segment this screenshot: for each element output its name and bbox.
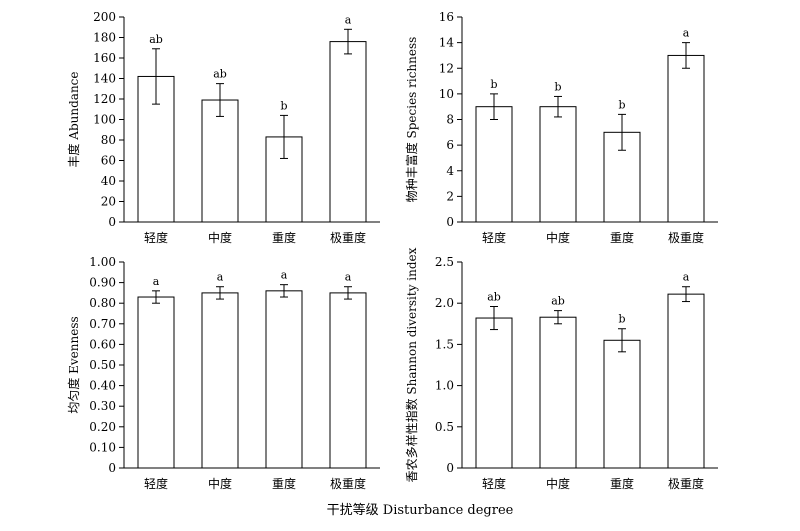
significance-label: b [554, 80, 561, 93]
y-axis-title: 丰度 Abundance [66, 71, 81, 167]
y-tick-label: 0.20 [89, 420, 116, 434]
panel-abundance: 0 20 40 60 80 100 120 140 160 180 200 丰度 Abundance a… [66, 10, 380, 245]
y-tick-label: 0.40 [89, 379, 116, 393]
category-label: 重度 [610, 476, 634, 491]
y-tick-label: 80 [101, 133, 116, 147]
y-tick-label: 140 [93, 72, 116, 86]
significance-label: ab [213, 68, 227, 81]
panel-shannon-index: 0 0.5 1.0 1.5 2.0 2.5 香农多样性指数 Shannon diversit… [404, 247, 718, 491]
panel-species-richness: 0 2 4 6 8 10 12 14 16 物种丰富度 Species richness b 轻度 b 中… [404, 10, 718, 245]
y-tick-label: 100 [93, 113, 116, 127]
y-tick-label: 180 [93, 31, 116, 45]
y-tick-label: 14 [439, 36, 455, 50]
x-axis-title: 干扰等级 Disturbance degree [327, 502, 514, 518]
significance-label: ab [149, 33, 163, 46]
bar-2 [201, 292, 239, 469]
y-tick-label: 0.80 [89, 296, 116, 310]
y-tick-label: 4 [446, 164, 454, 178]
category-label: 中度 [546, 476, 570, 491]
bar-4 [329, 41, 367, 223]
bar-1 [137, 296, 175, 469]
category-label: 极重度 [330, 230, 366, 245]
y-tick-label: 0.50 [89, 358, 116, 372]
y-tick-label: 16 [439, 10, 454, 24]
category-label: 中度 [208, 476, 232, 491]
y-tick-label: 1.5 [435, 337, 454, 351]
y-tick-label: 0 [108, 461, 116, 475]
significance-label: a [683, 271, 690, 284]
y-tick-label: 0.90 [89, 276, 116, 290]
y-tick-label: 2.5 [435, 255, 454, 269]
y-axis-title: 物种丰富度 Species richness [404, 37, 419, 203]
bar-1 [475, 317, 513, 469]
category-label: 重度 [272, 476, 296, 491]
category-label: 极重度 [668, 230, 704, 245]
y-tick-label: 160 [93, 51, 116, 65]
significance-label: b [618, 98, 625, 111]
y-tick-label: 0.5 [435, 420, 454, 434]
y-tick-label: 0 [446, 461, 454, 475]
y-tick-label: 0 [108, 215, 116, 229]
significance-label: a [345, 271, 352, 284]
bar-2 [539, 316, 577, 469]
bar-3 [265, 290, 303, 469]
y-tick-label: 40 [101, 174, 116, 188]
y-tick-label: 10 [439, 87, 454, 101]
significance-label: a [153, 275, 160, 288]
category-label: 轻度 [144, 230, 168, 245]
bar-4 [667, 293, 705, 469]
y-tick-label: 2 [446, 189, 454, 203]
y-tick-label: 200 [93, 10, 116, 24]
y-axis-title: 均匀度 Evenness [66, 316, 81, 413]
y-tick-label: 120 [93, 92, 116, 106]
bar-1 [475, 106, 513, 223]
y-axis-title: 香农多样性指数 Shannon diversity index [404, 247, 419, 482]
bar-4 [329, 292, 367, 469]
category-label: 中度 [208, 230, 232, 245]
y-tick-label: 1.00 [89, 255, 116, 269]
bar-4 [667, 54, 705, 223]
y-tick-label: 20 [101, 195, 116, 209]
category-label: 轻度 [144, 476, 168, 491]
category-label: 轻度 [482, 476, 506, 491]
significance-label: ab [551, 295, 565, 308]
y-tick-label: 2.0 [435, 296, 454, 310]
y-tick-label: 1.0 [435, 379, 454, 393]
category-label: 重度 [610, 230, 634, 245]
bar-2 [201, 99, 239, 223]
bar-2 [539, 106, 577, 223]
significance-label: b [490, 78, 497, 91]
bar-1 [137, 75, 175, 223]
y-tick-label: 0.70 [89, 317, 116, 331]
y-tick-label: 0.10 [89, 440, 116, 454]
significance-label: b [280, 99, 287, 112]
y-tick-label: 0 [446, 215, 454, 229]
category-label: 极重度 [330, 476, 366, 491]
category-label: 极重度 [668, 476, 704, 491]
y-tick-label: 60 [101, 154, 116, 168]
significance-label: a [217, 271, 224, 284]
category-label: 中度 [546, 230, 570, 245]
y-tick-label: 8 [446, 113, 454, 127]
significance-label: a [683, 27, 690, 40]
bar-3 [603, 339, 641, 469]
significance-label: a [345, 13, 352, 26]
significance-label: ab [487, 290, 501, 303]
y-tick-label: 0.60 [89, 337, 116, 351]
category-label: 轻度 [482, 230, 506, 245]
y-tick-label: 12 [439, 61, 454, 75]
category-label: 重度 [272, 230, 296, 245]
y-tick-label: 6 [446, 138, 454, 152]
panel-evenness: 0 0.10 0.20 0.30 0.40 0.50 0.60 0.70 0.80 0.90 1.0… [66, 255, 380, 491]
y-tick-label: 0.30 [89, 399, 116, 413]
significance-label: b [618, 313, 625, 326]
significance-label: a [281, 269, 288, 282]
